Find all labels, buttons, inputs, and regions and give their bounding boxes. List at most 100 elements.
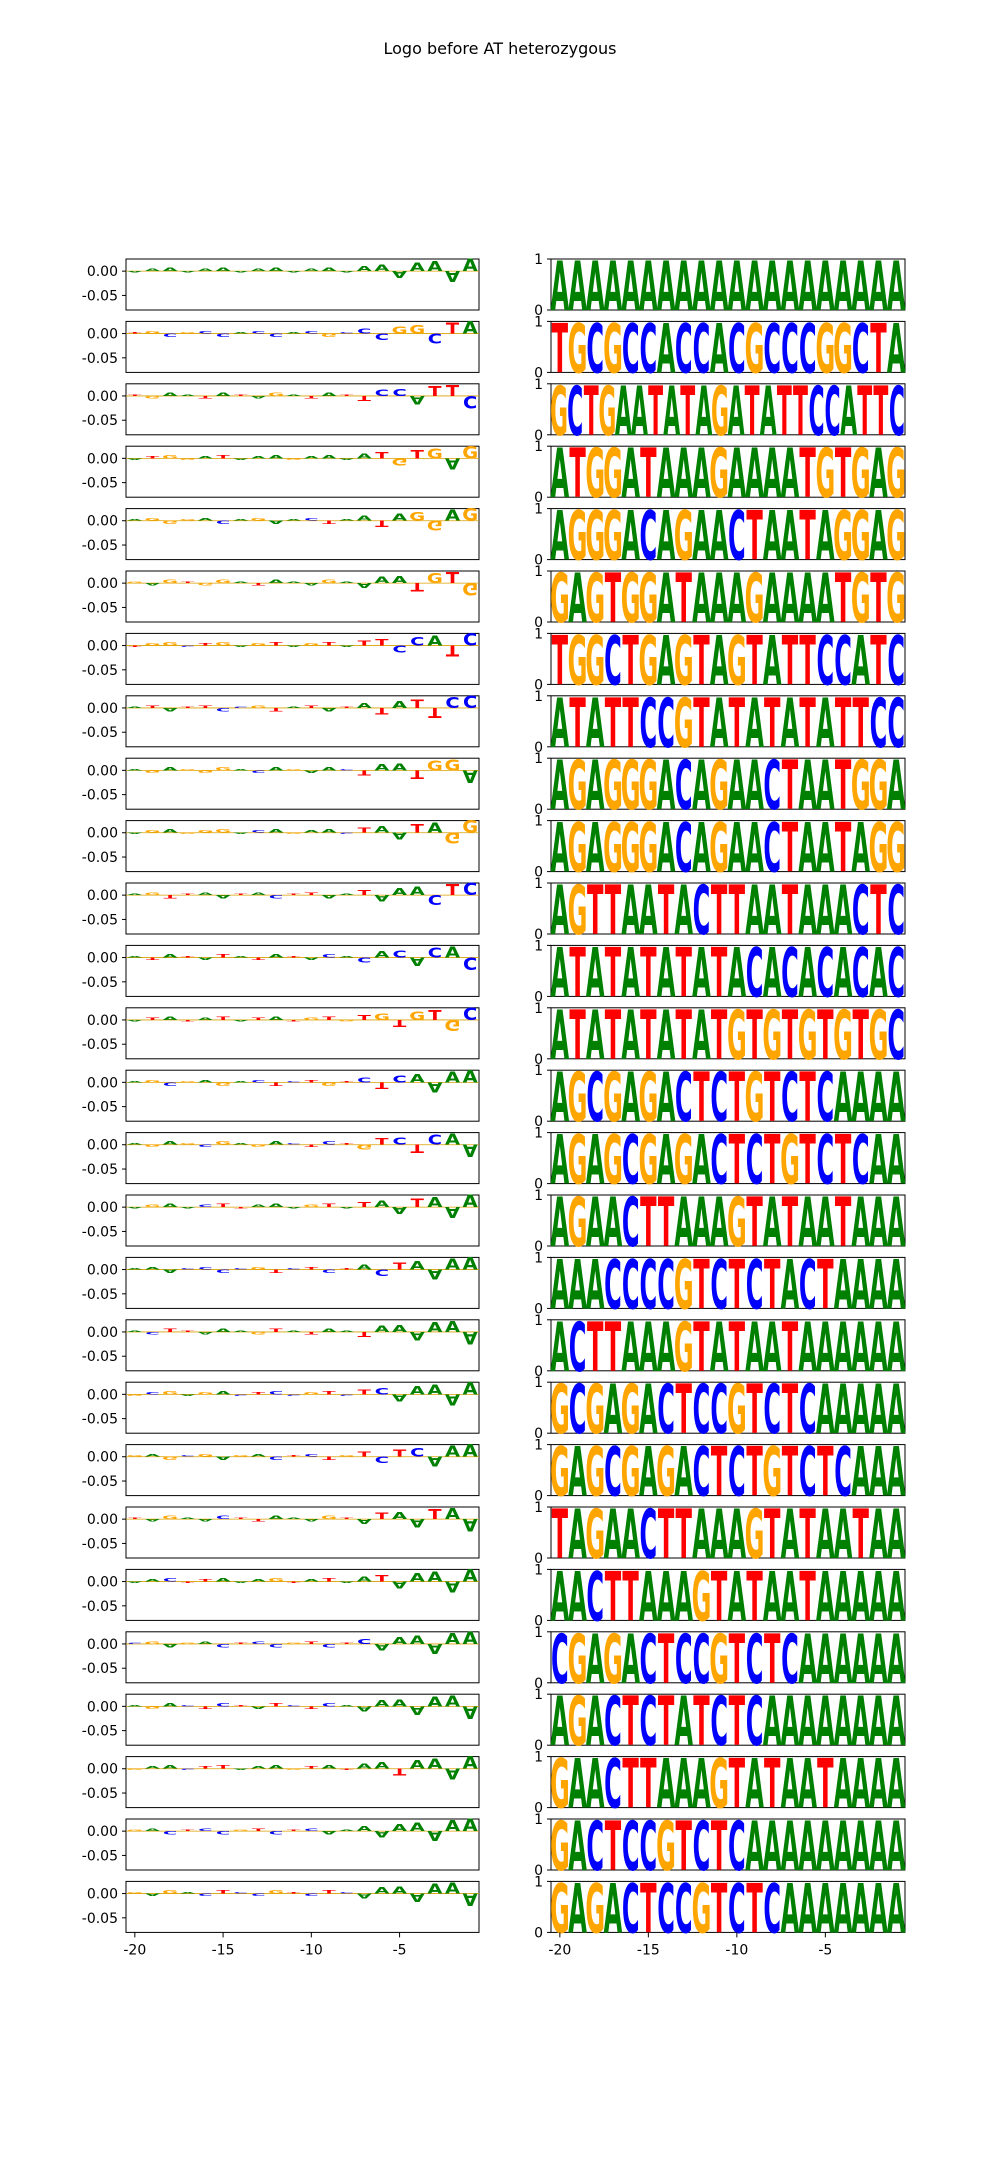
logo-letter: A	[695, 372, 712, 451]
attribution-glyph: T	[269, 641, 283, 646]
y-tick-label: 0.00	[87, 451, 118, 467]
logo-letter: A	[586, 934, 605, 1013]
attribution-glyph: A	[463, 1702, 478, 1721]
attribution-panel-frame	[125, 1256, 480, 1309]
logo-letter: A	[851, 247, 870, 326]
attribution-glyph: A	[357, 1704, 373, 1712]
logo-letter: A	[621, 1059, 640, 1138]
logo-letter: T	[605, 871, 622, 950]
logo-letter: G	[886, 809, 906, 888]
logo-letter: A	[657, 934, 676, 1013]
logo-letter: T	[782, 747, 799, 826]
attribution-glyph: A	[463, 1442, 478, 1461]
logo-letter: A	[745, 809, 764, 888]
logo-letter: A	[763, 559, 782, 638]
logo-letter: C	[817, 1121, 835, 1200]
attribution-glyph: A	[374, 1761, 390, 1771]
attribution-glyph: G	[427, 518, 443, 534]
logo-letter: C	[728, 1807, 746, 1886]
attribution-glyph: T	[358, 1330, 371, 1338]
attribution-glyph: C	[163, 1830, 177, 1835]
logo-letter: A	[674, 435, 693, 514]
logo-letter: A	[639, 1433, 658, 1512]
attribution-glyph: A	[269, 1141, 284, 1146]
logo-letter: T	[764, 1246, 781, 1325]
logo-letter: T	[693, 1246, 710, 1325]
logo-letter: T	[870, 310, 887, 389]
attribution-glyph: A	[392, 1822, 407, 1834]
logo-letter: A	[639, 871, 658, 950]
logo-letter: G	[638, 1059, 658, 1138]
logo-letter: T	[605, 1807, 622, 1886]
attribution-glyph: T	[199, 1766, 213, 1770]
attribution-glyph: A	[410, 260, 426, 274]
attribution-glyph: A	[180, 271, 195, 273]
logo-letter: A	[887, 1308, 906, 1387]
attribution-glyph: G	[180, 1143, 196, 1145]
logo-letter: G	[674, 1246, 694, 1325]
logo-letter: A	[551, 1059, 570, 1138]
logo-letter: T	[640, 996, 657, 1075]
attribution-glyph: A	[145, 1518, 160, 1522]
logo-letter: G	[568, 1620, 588, 1699]
attribution-glyph: A	[357, 265, 373, 273]
attribution-glyph: G	[321, 1081, 337, 1086]
attribution-glyph: T	[199, 1705, 213, 1709]
logo-letter: A	[657, 247, 676, 326]
attribution-panel-frame	[125, 695, 480, 748]
attribution-glyph: T	[181, 1829, 195, 1831]
attribution-glyph: T	[411, 1142, 424, 1156]
attribution-glyph: A	[127, 893, 142, 895]
attribution-glyph: G	[144, 395, 160, 399]
attribution-glyph: C	[198, 1893, 212, 1897]
attribution-glyph: A	[427, 1881, 442, 1897]
logo-letter: C	[622, 1870, 640, 1949]
logo-letter: G	[656, 1433, 676, 1512]
logo-letter: C	[586, 1059, 604, 1138]
y-tick-label: 0.00	[87, 576, 118, 592]
logo-letter: T	[605, 934, 622, 1013]
y-tick-label: 1	[534, 1126, 543, 1142]
attribution-glyph: G	[162, 1515, 178, 1520]
logo-letter: G	[692, 1870, 712, 1949]
y-tick-label: -0.05	[82, 975, 118, 991]
logo-letter: A	[586, 809, 605, 888]
logo-letter: C	[852, 1121, 870, 1200]
logo-panel-frame	[550, 508, 906, 561]
logo-letter: C	[622, 1183, 640, 1262]
logo-letter: G	[585, 1371, 605, 1450]
logo-letter: G	[727, 1183, 747, 1262]
logo-letter: A	[851, 1870, 870, 1949]
attribution-glyph: C	[339, 332, 353, 334]
logo-letter: C	[728, 1870, 746, 1949]
y-tick-label: 0	[534, 1676, 543, 1692]
logo-letter: T	[777, 372, 792, 451]
x-tick-label: -10	[300, 1942, 323, 1958]
logo-letter: C	[640, 1246, 658, 1325]
logo-letter: A	[887, 247, 906, 326]
attribution-glyph: C	[287, 1705, 301, 1707]
attribution-glyph: A	[269, 953, 284, 958]
attribution-glyph: T	[287, 1581, 301, 1583]
logo-letter: T	[658, 1620, 675, 1699]
logo-letter: A	[798, 559, 817, 638]
attribution-glyph: A	[463, 1327, 478, 1346]
attribution-glyph: A	[163, 392, 178, 397]
attribution-glyph: C	[287, 1394, 301, 1396]
logo-letter: T	[622, 1558, 639, 1637]
attribution-glyph: T	[446, 570, 459, 587]
attribution-glyph: G	[427, 570, 443, 586]
attribution-glyph: A	[463, 1889, 478, 1908]
attribution-glyph: G	[215, 766, 231, 771]
attribution-glyph: A	[357, 1517, 373, 1525]
attribution-glyph: A	[233, 1330, 248, 1332]
attribution-glyph: A	[357, 452, 373, 460]
logo-letter: A	[781, 497, 800, 576]
y-tick-label: 0	[534, 1239, 543, 1255]
attribution-glyph: A	[286, 271, 301, 273]
logo-letter: A	[798, 809, 817, 888]
attribution-glyph: A	[216, 1390, 231, 1395]
logo-panel-frame	[550, 1132, 906, 1185]
attribution-glyph: T	[375, 1511, 389, 1521]
